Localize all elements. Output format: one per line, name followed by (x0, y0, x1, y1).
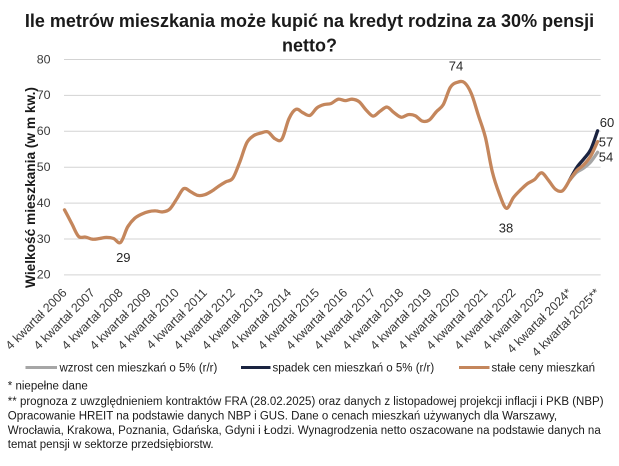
svg-text:** prognoza z uwzględnieniem k: ** prognoza z uwzględnieniem kontraktów … (8, 396, 604, 408)
svg-text:20: 20 (37, 268, 51, 282)
svg-text:stałe ceny mieszkań: stałe ceny mieszkań (492, 363, 596, 375)
svg-text:50: 50 (37, 160, 51, 174)
svg-text:38: 38 (499, 220, 513, 235)
svg-text:57: 57 (599, 135, 613, 150)
svg-text:80: 80 (37, 52, 51, 66)
svg-text:54: 54 (599, 149, 613, 164)
svg-text:* niepełne dane: * niepełne dane (8, 381, 88, 393)
svg-text:Wielkość mieszkania (w m kw.): Wielkość mieszkania (w m kw.) (23, 87, 38, 288)
svg-text:60: 60 (37, 124, 51, 138)
svg-text:Wrocławia, Krakowa, Poznania,: Wrocławia, Krakowa, Poznania, Gdańska, G… (8, 425, 602, 437)
svg-text:30: 30 (37, 232, 51, 246)
svg-text:40: 40 (37, 196, 51, 210)
svg-text:70: 70 (37, 88, 51, 102)
svg-text:74: 74 (449, 59, 463, 74)
svg-text:60: 60 (600, 115, 614, 130)
svg-text:Ile metrów mieszkania może kup: Ile metrów mieszkania może kupić na kred… (25, 11, 594, 31)
svg-text:29: 29 (116, 250, 130, 265)
svg-text:Opracowanie HREIT na podstawie: Opracowanie HREIT na podstawie danych NB… (8, 411, 557, 423)
svg-text:temat pensji w sektorze przeds: temat pensji w sektorze przedsiębiorstw. (8, 439, 214, 451)
svg-text:spadek cen mieszkań o 5% (r/r): spadek cen mieszkań o 5% (r/r) (273, 363, 435, 375)
svg-text:wzrost cen mieszkań o 5% (r/r): wzrost cen mieszkań o 5% (r/r) (59, 363, 218, 375)
svg-text:netto?: netto? (282, 35, 337, 55)
